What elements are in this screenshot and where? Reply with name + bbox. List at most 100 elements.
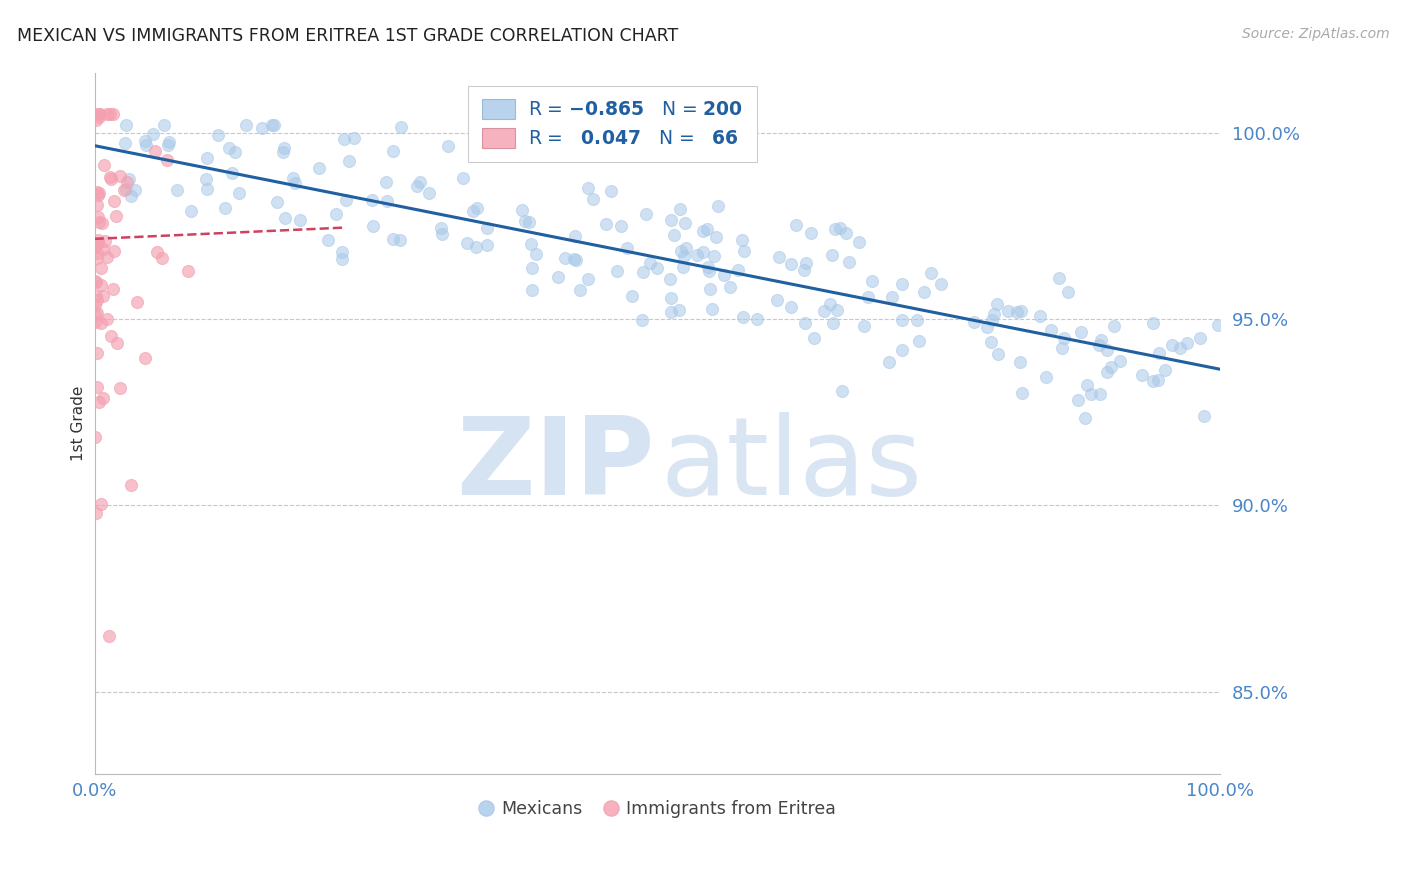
Point <box>337 153 360 168</box>
Point <box>1056 285 1078 299</box>
Point <box>284 177 307 191</box>
Point <box>103 194 125 208</box>
Point <box>831 384 853 398</box>
Point <box>100 172 122 186</box>
Point <box>820 297 842 311</box>
Point <box>877 355 900 369</box>
Point <box>96 311 118 326</box>
Point <box>86 506 108 520</box>
Point <box>1097 365 1119 379</box>
Point <box>1161 338 1184 352</box>
Point <box>361 193 384 207</box>
Point <box>659 213 682 227</box>
Point <box>87 395 110 409</box>
Point <box>84 113 107 128</box>
Point <box>83 315 105 329</box>
Point <box>214 201 236 215</box>
Point <box>266 195 288 210</box>
Point <box>86 293 108 307</box>
Point <box>235 118 257 132</box>
Point <box>673 249 696 263</box>
Point <box>86 306 108 320</box>
Point <box>115 176 138 190</box>
Point <box>1104 318 1126 333</box>
Point <box>150 252 173 266</box>
Point <box>1088 387 1111 401</box>
Point <box>228 186 250 200</box>
Point <box>780 300 803 314</box>
Point <box>86 245 108 260</box>
Point <box>828 221 851 235</box>
Point <box>672 260 695 274</box>
Point <box>1005 304 1028 318</box>
Point <box>195 151 218 165</box>
Point <box>692 245 714 260</box>
Point <box>631 313 654 327</box>
Point <box>912 285 935 299</box>
Point <box>768 250 790 264</box>
Text: MEXICAN VS IMMIGRANTS FROM ERITREA 1ST GRADE CORRELATION CHART: MEXICAN VS IMMIGRANTS FROM ERITREA 1ST G… <box>17 27 678 45</box>
Point <box>675 241 697 255</box>
Point <box>838 255 860 269</box>
Point <box>84 275 107 289</box>
Point <box>90 216 112 230</box>
Point <box>997 304 1019 318</box>
Point <box>330 244 353 259</box>
Legend: Mexicans, Immigrants from Eritrea: Mexicans, Immigrants from Eritrea <box>472 793 844 825</box>
Point <box>263 118 285 132</box>
Point <box>582 192 605 206</box>
Point <box>87 188 110 202</box>
Point <box>821 248 844 262</box>
Point <box>860 274 883 288</box>
Point <box>96 250 118 264</box>
Point <box>907 334 929 349</box>
Point <box>668 302 690 317</box>
Point <box>1040 323 1063 337</box>
Point <box>638 256 661 270</box>
Point <box>105 336 128 351</box>
Point <box>697 264 720 278</box>
Point <box>692 224 714 238</box>
Point <box>616 241 638 255</box>
Point <box>100 329 122 343</box>
Point <box>891 343 914 358</box>
Point <box>980 335 1002 350</box>
Point <box>218 141 240 155</box>
Point <box>733 244 755 258</box>
Point <box>856 290 879 304</box>
Point <box>702 302 724 317</box>
Point <box>429 221 451 235</box>
Point <box>547 270 569 285</box>
Point <box>477 238 499 252</box>
Point <box>848 235 870 250</box>
Point <box>659 305 682 319</box>
Point <box>83 298 105 312</box>
Point <box>120 188 142 202</box>
Point <box>308 161 330 175</box>
Point <box>83 107 105 121</box>
Point <box>93 234 115 248</box>
Point <box>86 346 108 360</box>
Point <box>114 136 136 150</box>
Point <box>90 278 112 293</box>
Point <box>262 118 284 132</box>
Point <box>156 137 179 152</box>
Point <box>83 275 105 289</box>
Point <box>177 264 200 278</box>
Point <box>389 233 412 247</box>
Point <box>595 217 617 231</box>
Point <box>333 132 356 146</box>
Point <box>576 180 599 194</box>
Point <box>1095 343 1118 357</box>
Point <box>523 144 546 158</box>
Point <box>1130 368 1153 383</box>
Point <box>636 207 658 221</box>
Point <box>1053 331 1076 345</box>
Point <box>465 239 488 253</box>
Point <box>852 319 875 334</box>
Point <box>103 244 125 258</box>
Point <box>707 199 730 213</box>
Point <box>517 215 540 229</box>
Point <box>780 257 803 271</box>
Point <box>1154 363 1177 377</box>
